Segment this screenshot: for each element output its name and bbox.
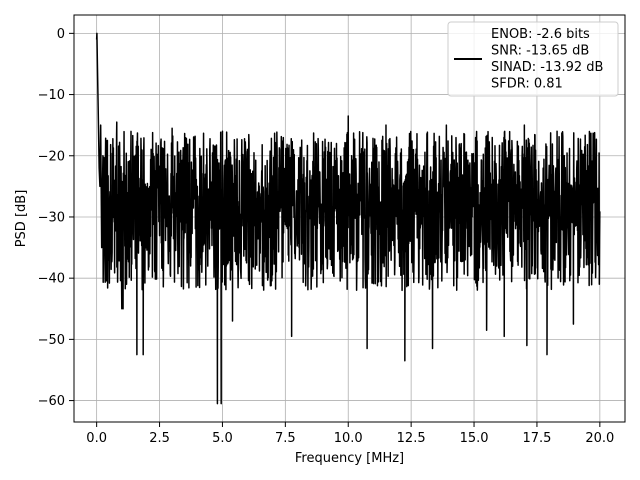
x-tick-label: 20.0 (585, 431, 614, 446)
x-tick-label: 15.0 (460, 431, 489, 446)
legend-line-1: ENOB: -2.6 bits (491, 27, 590, 42)
x-tick-label: 0.0 (86, 431, 107, 446)
x-tick-label: 10.0 (334, 431, 363, 446)
y-axis: 0 −10 −20 −30 −40 −50 −60 (38, 27, 74, 409)
legend-box (447, 21, 619, 97)
y-tick-label: −10 (38, 88, 65, 103)
y-axis-label: PSD [dB] (14, 190, 29, 248)
y-tick-label: 0 (57, 27, 65, 42)
y-tick-label: −30 (38, 210, 65, 225)
x-tick-label: 5.0 (212, 431, 233, 446)
x-tick-label: 12.5 (397, 431, 426, 446)
x-tick-label: 17.5 (522, 431, 551, 446)
y-tick-label: −60 (38, 394, 65, 409)
x-tick-label: 7.5 (275, 431, 296, 446)
legend-line-2: SNR: -13.65 dB (491, 44, 589, 59)
legend: ENOB: -2.6 bits SNR: -13.65 dB SINAD: -13.… (447, 21, 619, 97)
y-tick-label: −40 (38, 272, 65, 287)
x-axis: 0.0 2.5 5.0 7.5 10.0 12.5 15.0 17.5 20.0 (86, 422, 614, 446)
x-axis-label: Frequency [MHz] (295, 451, 404, 466)
psd-series-line (95, 32, 601, 405)
legend-line-4: SFDR: 0.81 (491, 77, 563, 92)
x-tick-label: 2.5 (149, 431, 170, 446)
series-layer (95, 32, 601, 405)
plot-frame (73, 14, 626, 423)
legend-line-3: SINAD: -13.92 dB (491, 60, 603, 75)
y-tick-label: −50 (38, 333, 65, 348)
y-tick-label: −20 (38, 149, 65, 164)
legend-entry-text: ENOB: -2.6 bits SNR: -13.65 dB SINAD: -13.… (491, 27, 603, 92)
